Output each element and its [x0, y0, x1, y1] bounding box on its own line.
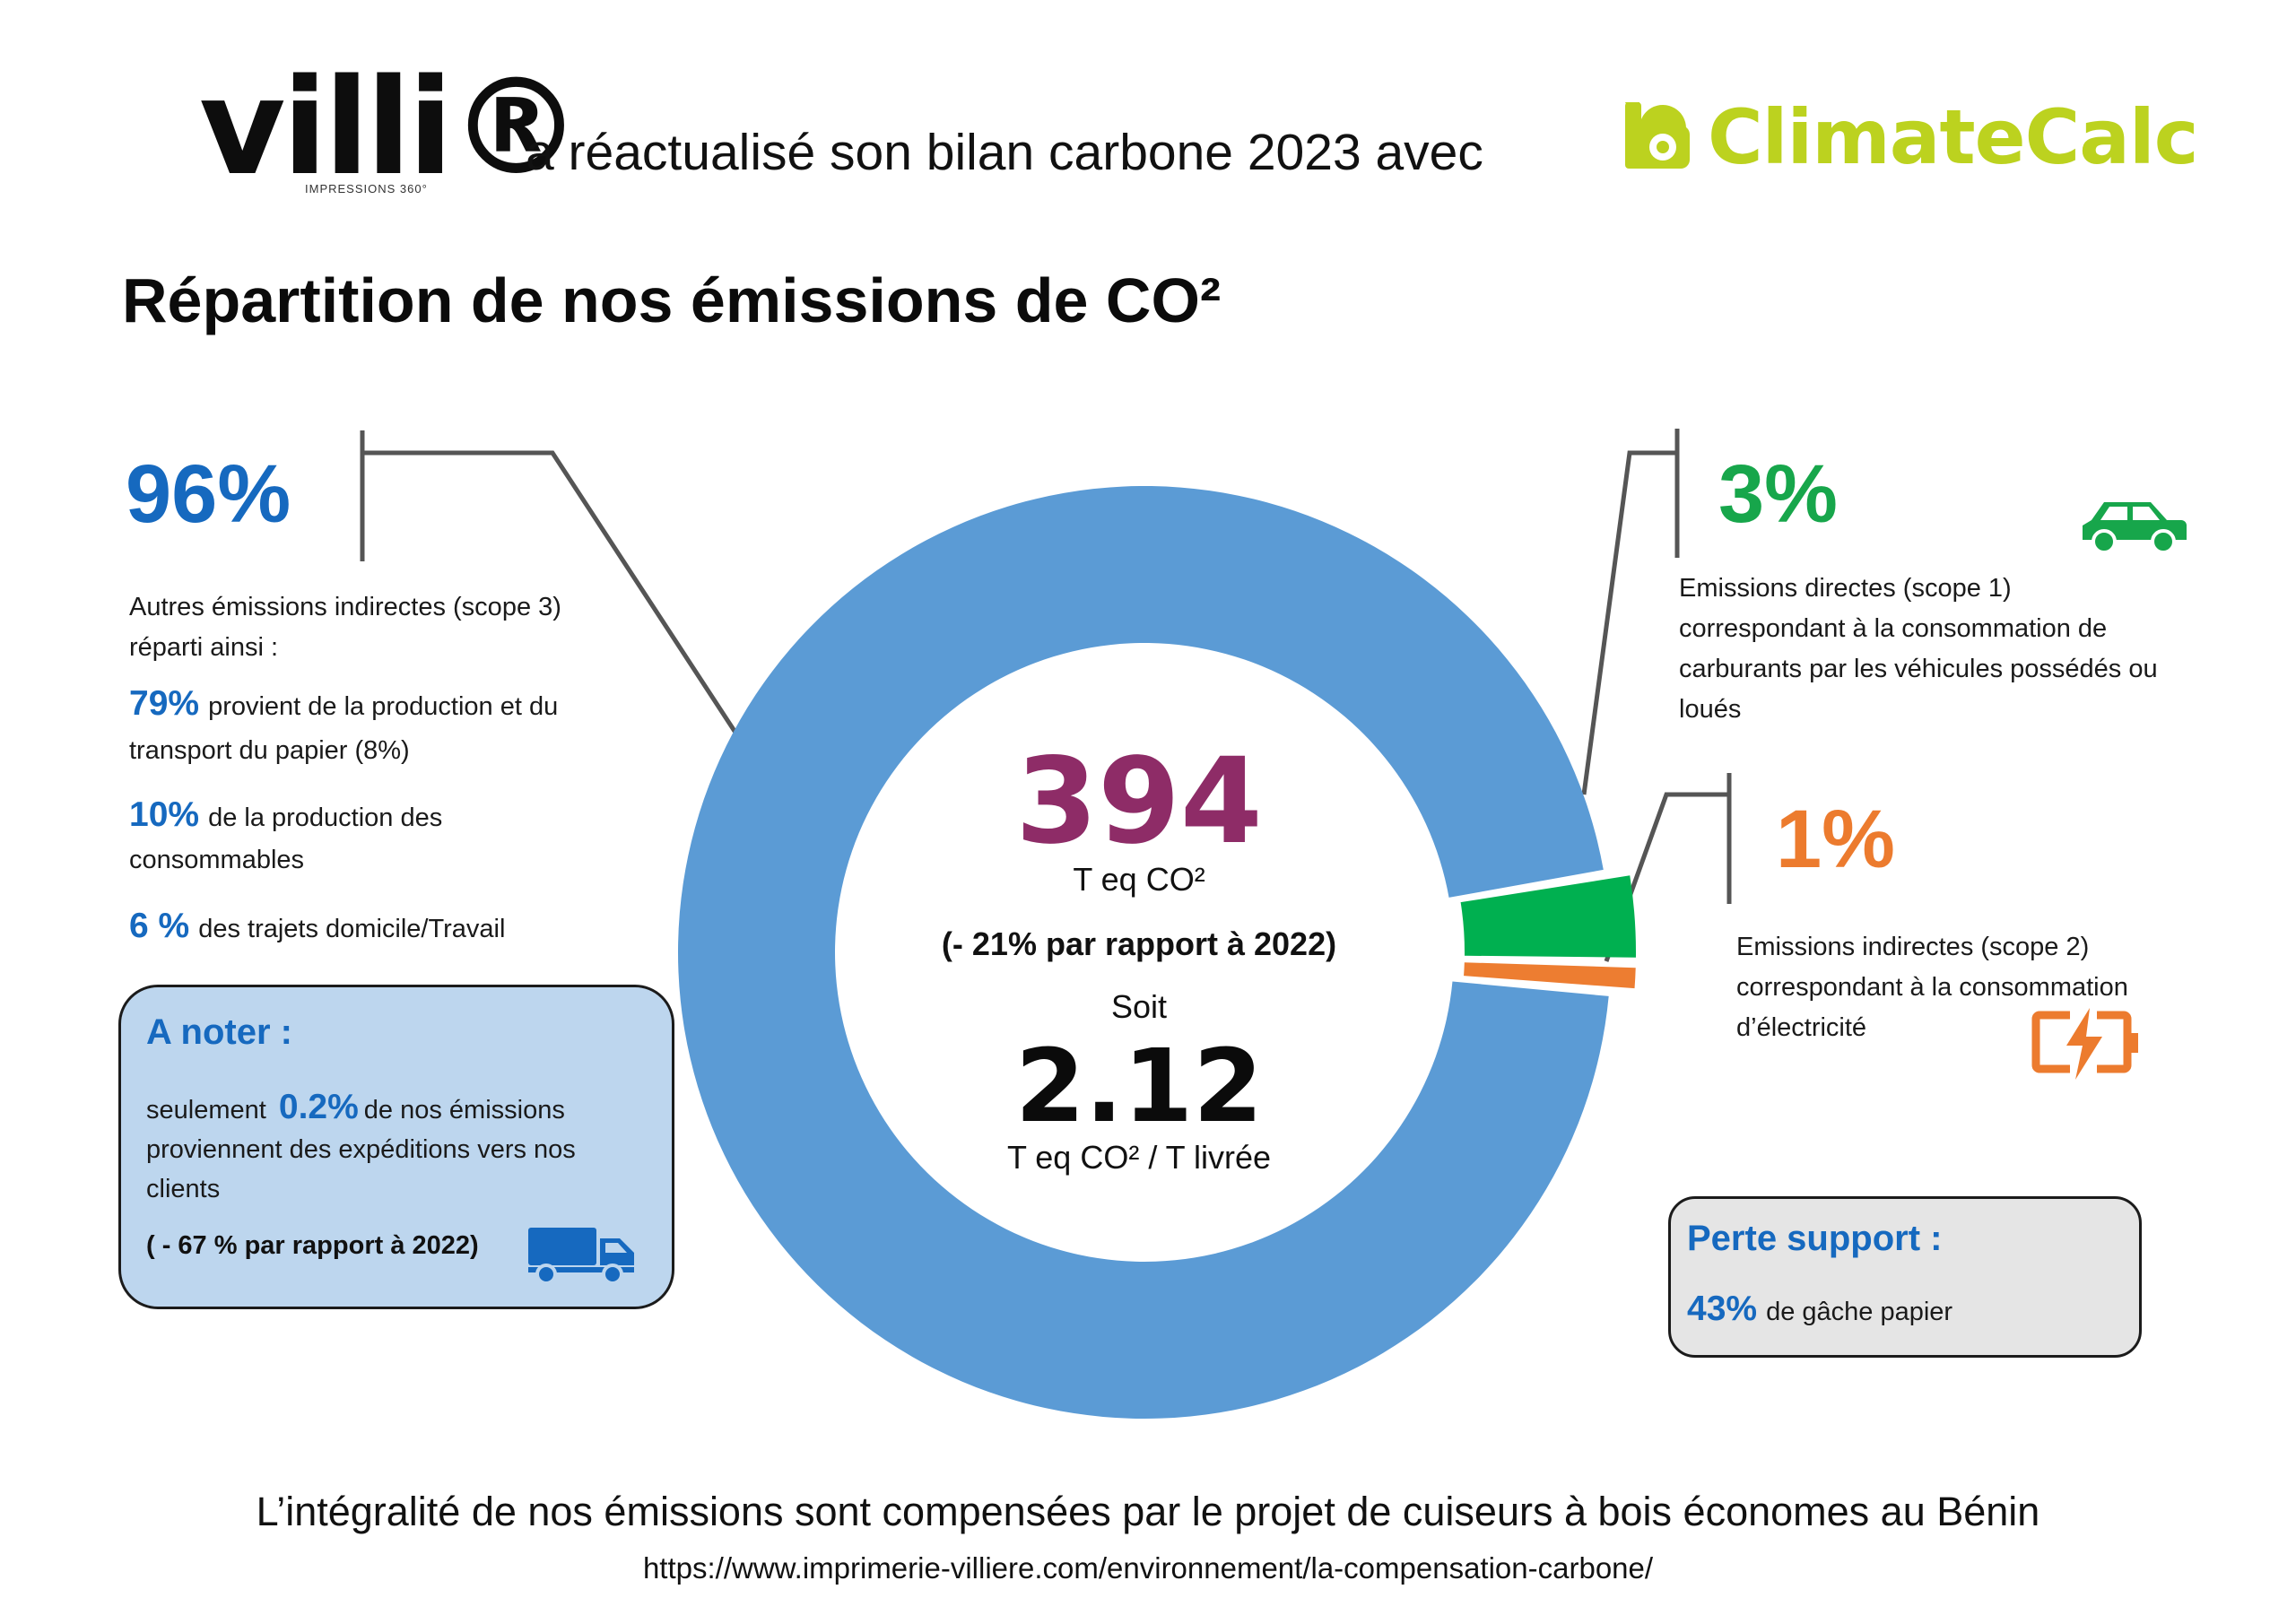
scope2-percent: 1% — [1776, 794, 1895, 885]
note-box: A noter : seulement 0.2% de nos émissions… — [118, 985, 674, 1309]
scope3-item-text: des trajets domicile/Travail — [198, 915, 506, 943]
scope3-item-text: provient de la production et du — [208, 692, 559, 721]
note-change: ( - 67 % par rapport à 2022) — [146, 1231, 479, 1260]
donut-slice-scope2 — [1464, 962, 1636, 989]
support-box: Perte support : 43% de gâche papier — [1668, 1196, 2142, 1358]
support-pct: 43% — [1687, 1290, 1758, 1328]
scope3-desc-line1: Autres émissions indirectes (scope 3) — [129, 593, 561, 621]
scope2-line1: Emissions indirectes (scope 2) — [1736, 933, 2090, 961]
total-unit: T eq CO² — [1073, 861, 1205, 898]
scope3-leader — [362, 450, 744, 743]
support-text: 43% de gâche papier — [1687, 1289, 1952, 1333]
soit-label: Soit — [1110, 988, 1168, 1025]
ratio-unit: T eq CO² / T livrée — [1006, 1139, 1272, 1176]
battery-icon — [2031, 1008, 2142, 1084]
villi-logo-subtitle: IMPRESSIONS 360° — [305, 182, 428, 195]
note-pre: seulement — [146, 1096, 266, 1125]
scope1-line3: carburants par les véhicules possédés ou — [1679, 655, 2158, 683]
scope3-desc-line2: réparti ainsi : — [129, 633, 279, 662]
scope3-item: 6 % des trajets domicile/Travail — [129, 906, 505, 950]
truck-icon — [526, 1224, 636, 1288]
scope1-leader — [1581, 450, 1677, 795]
scope1-percent: 3% — [1718, 448, 1838, 540]
note-pct: 0.2% — [278, 1088, 359, 1126]
scope3-description: Autres émissions indirectes (scope 3) ré… — [129, 587, 561, 668]
support-title: Perte support : — [1687, 1219, 1943, 1258]
note-text: seulement 0.2% de nos émissions provienne… — [146, 1088, 576, 1209]
footer-url: https://www.imprimerie-villiere.com/envi… — [642, 1551, 1654, 1585]
donut-slice-scope1 — [1460, 875, 1636, 958]
scope3-item: 10% de la production des consommables — [129, 795, 442, 881]
scope2-description: Emissions indirectes (scope 2) correspon… — [1736, 927, 2128, 1048]
climatecalc-logo: ClimateCalc — [1708, 93, 2198, 181]
scope3-item-pct: 6 % — [129, 907, 190, 945]
scope3-item-text: de la production des — [208, 803, 443, 832]
scope3-item-text-line2: consommables — [129, 846, 305, 874]
note-title: A noter : — [146, 1012, 292, 1052]
scope1-description: Emissions directes (scope 1) corresponda… — [1679, 569, 2158, 730]
scope3-item-pct: 10% — [129, 795, 200, 834]
scope3-item-pct: 79% — [129, 684, 200, 723]
scope1-line1: Emissions directes (scope 1) — [1679, 574, 2012, 603]
page-title: Répartition de nos émissions de CO² — [122, 265, 1222, 335]
scope3-percent: 96% — [126, 448, 291, 540]
note-line2: proviennent des expéditions vers nos — [146, 1135, 576, 1164]
support-label: de gâche papier — [1766, 1298, 1953, 1326]
climatecalc-logo-icon — [1620, 99, 1693, 177]
scope3-item-text-line2: transport du papier (8%) — [129, 736, 410, 765]
scope2-line3: d’électricité — [1736, 1013, 1867, 1042]
scope1-line4: loués — [1679, 695, 1742, 724]
scope2-line2: correspondant à la consommation — [1736, 973, 2128, 1002]
footer-text: L’intégralité de nos émissions sont comp… — [256, 1489, 2040, 1534]
header-text: a réactualisé son bilan carbone 2023 ave… — [526, 124, 1483, 181]
scope1-line2: correspondant à la consommation de — [1679, 614, 2108, 643]
donut-slice-scope3 — [678, 485, 1609, 1419]
note-post: de nos émissions — [363, 1096, 565, 1125]
total-emissions: 394 — [1015, 733, 1263, 871]
note-line3: clients — [146, 1175, 221, 1203]
ratio-value: 2.12 — [1014, 1029, 1264, 1145]
total-change: (- 21% par rapport à 2022) — [941, 925, 1337, 962]
villi-logo: villi® — [199, 50, 582, 204]
car-icon — [2079, 495, 2190, 559]
scope3-item: 79% provient de la production et du trans… — [129, 683, 558, 771]
